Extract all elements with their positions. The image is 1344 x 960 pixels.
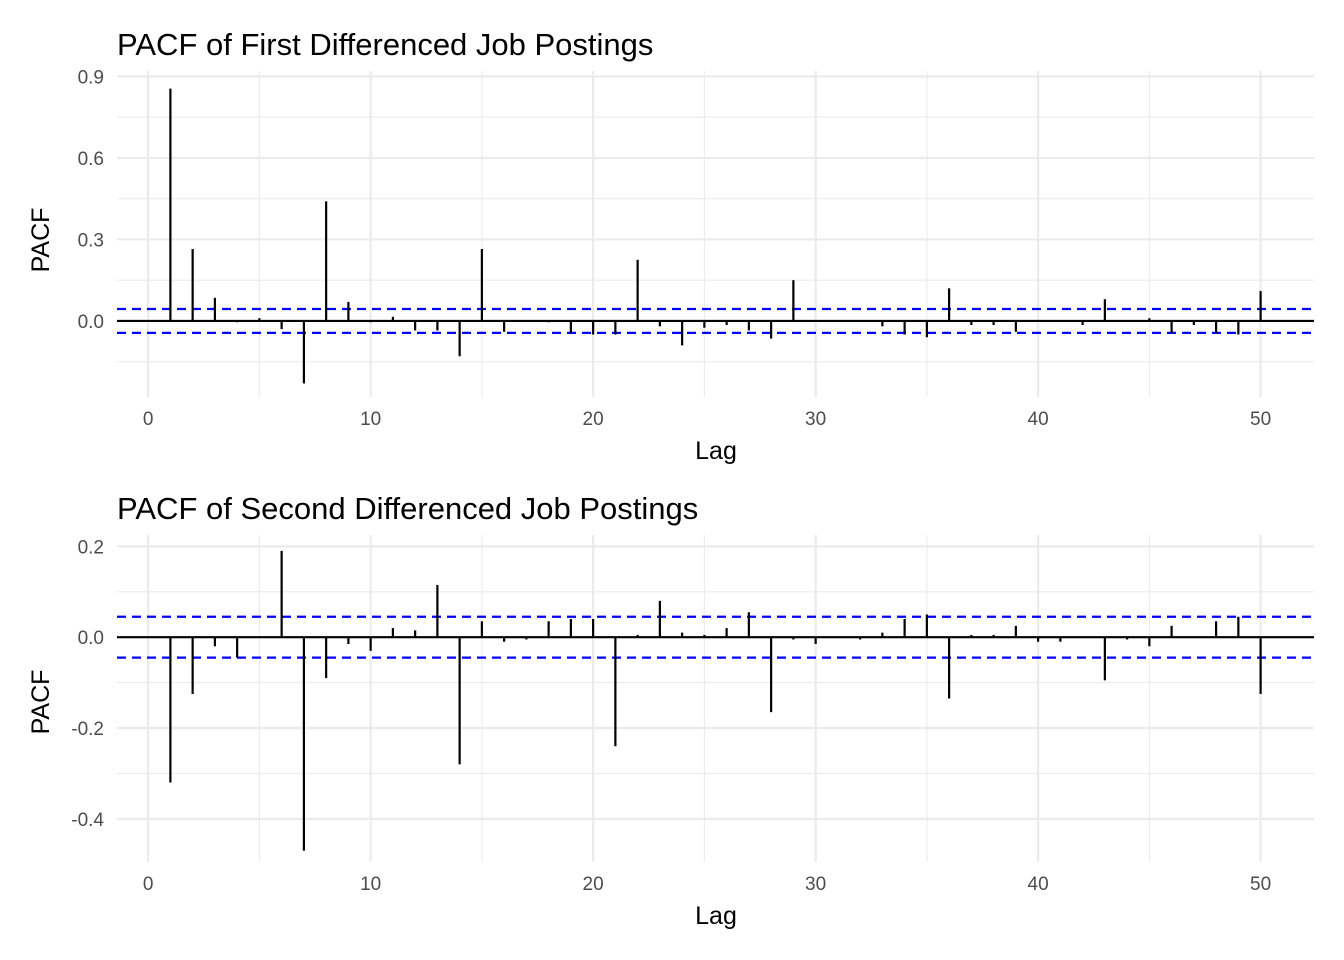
x-tick-label: 20 bbox=[583, 409, 604, 430]
pacf-spikes bbox=[169, 550, 1262, 851]
chart-title: PACF of Second Differenced Job Postings bbox=[117, 491, 698, 526]
y-axis-title: PACF bbox=[27, 208, 55, 273]
y-tick-label: 0.3 bbox=[78, 230, 104, 251]
y-tick-label: 0.0 bbox=[78, 312, 104, 333]
x-tick-label: 10 bbox=[360, 874, 381, 895]
pacf-first-diff-panel: PACF of First Differenced Job Postings 0… bbox=[27, 27, 1314, 465]
x-tick-label: 50 bbox=[1250, 409, 1271, 430]
confidence-bounds bbox=[117, 307, 1314, 334]
x-tick-labels: 0 10 20 30 40 50 bbox=[143, 874, 1271, 895]
x-tick-labels: 0 10 20 30 40 50 bbox=[143, 409, 1271, 430]
x-axis-title: Lag bbox=[695, 902, 737, 930]
y-tick-labels: 0.0 0.3 0.6 0.9 bbox=[78, 67, 104, 333]
x-tick-label: 40 bbox=[1028, 409, 1049, 430]
chart-title: PACF of First Differenced Job Postings bbox=[117, 27, 653, 62]
y-tick-label: 0.0 bbox=[78, 628, 104, 649]
x-tick-label: 30 bbox=[805, 874, 826, 895]
pacf-spikes bbox=[169, 88, 1262, 384]
x-tick-label: 20 bbox=[583, 874, 604, 895]
y-tick-label: -0.4 bbox=[71, 810, 104, 831]
pacf-second-diff-panel: PACF of Second Differenced Job Postings … bbox=[27, 491, 1314, 930]
x-tick-label: 30 bbox=[805, 409, 826, 430]
x-tick-label: 40 bbox=[1028, 874, 1049, 895]
grid bbox=[117, 535, 1314, 862]
x-tick-label: 0 bbox=[143, 874, 154, 895]
x-tick-label: 10 bbox=[360, 409, 381, 430]
grid bbox=[117, 71, 1314, 397]
x-tick-label: 0 bbox=[143, 409, 154, 430]
y-tick-label: 0.2 bbox=[78, 537, 104, 558]
y-axis-title: PACF bbox=[27, 670, 55, 735]
y-tick-label: -0.2 bbox=[71, 719, 104, 740]
y-tick-label: 0.9 bbox=[78, 67, 104, 88]
y-tick-labels: -0.4 -0.2 0.0 0.2 bbox=[71, 537, 104, 831]
y-tick-label: 0.6 bbox=[78, 149, 104, 170]
x-tick-label: 50 bbox=[1250, 874, 1271, 895]
confidence-bounds bbox=[117, 615, 1314, 659]
x-axis-title: Lag bbox=[695, 437, 737, 465]
